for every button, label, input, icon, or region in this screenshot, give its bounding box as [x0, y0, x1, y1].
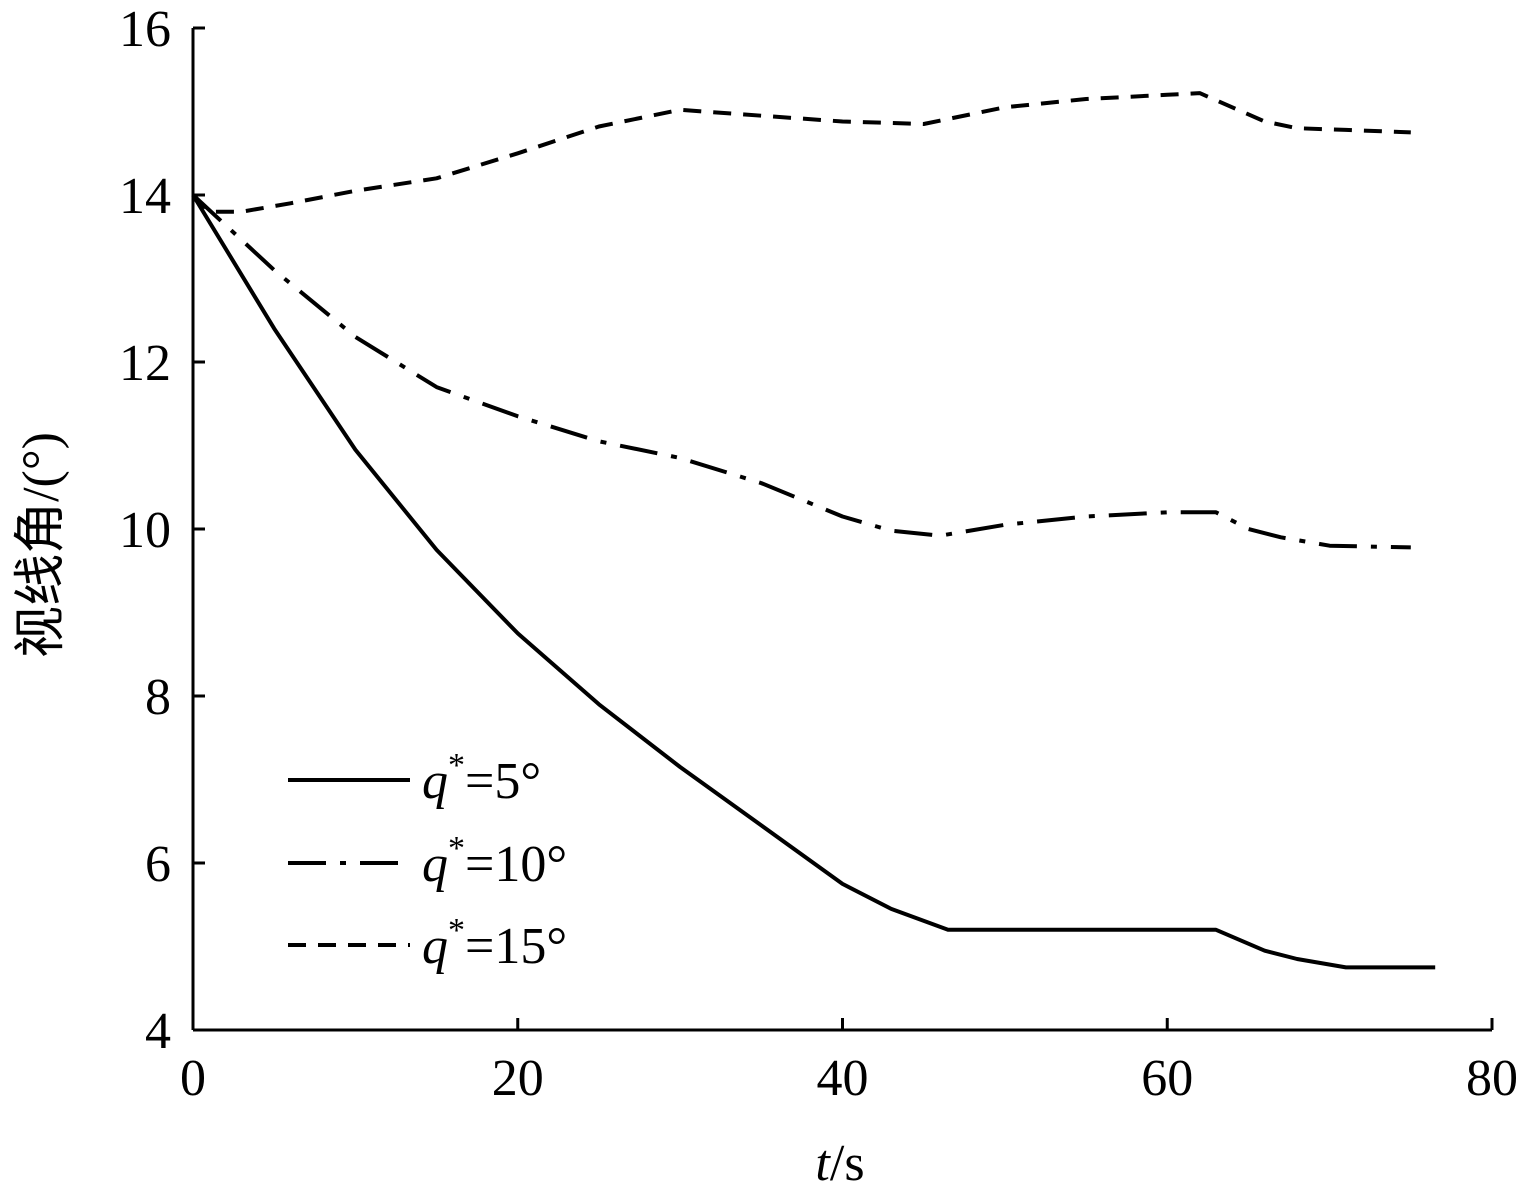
x-tick-label: 20: [492, 1050, 544, 1107]
x-axis-var: t: [815, 1135, 831, 1188]
legend-label-3: q*=15°: [422, 912, 567, 975]
y-tick-label: 4: [145, 1003, 171, 1060]
series-line-1: [191, 193, 1436, 970]
y-tick-label: 16: [119, 1, 171, 58]
y-tick-label: 14: [119, 168, 171, 225]
x-ticks: 0 20 40 60 80: [180, 1018, 1518, 1107]
series-line-3: [191, 91, 1411, 214]
x-tick-label: 60: [1141, 1050, 1193, 1107]
x-axis-title: t/s: [815, 1135, 864, 1188]
y-ticks: 4 6 8 10 12 14 16: [119, 1, 205, 1060]
axes: [191, 28, 1492, 1032]
y-tick-label: 8: [145, 669, 171, 726]
y-tick-label: 10: [119, 502, 171, 559]
x-tick-label: 80: [1466, 1050, 1518, 1107]
series-line-2: [191, 193, 1411, 550]
legend-label-2: q*=10°: [422, 830, 567, 893]
x-axis-unit: /s: [830, 1135, 865, 1188]
legend: q*=5° q*=10° q*=15°: [288, 747, 567, 975]
x-tick-label: 40: [817, 1050, 869, 1107]
x-tick-label: 0: [180, 1050, 206, 1107]
y-tick-label: 6: [145, 836, 171, 893]
legend-label-1: q*=5°: [422, 747, 541, 810]
y-axis-title: 视线角/(°): [13, 432, 70, 658]
y-tick-label: 12: [119, 335, 171, 392]
series-layer: [191, 91, 1436, 970]
